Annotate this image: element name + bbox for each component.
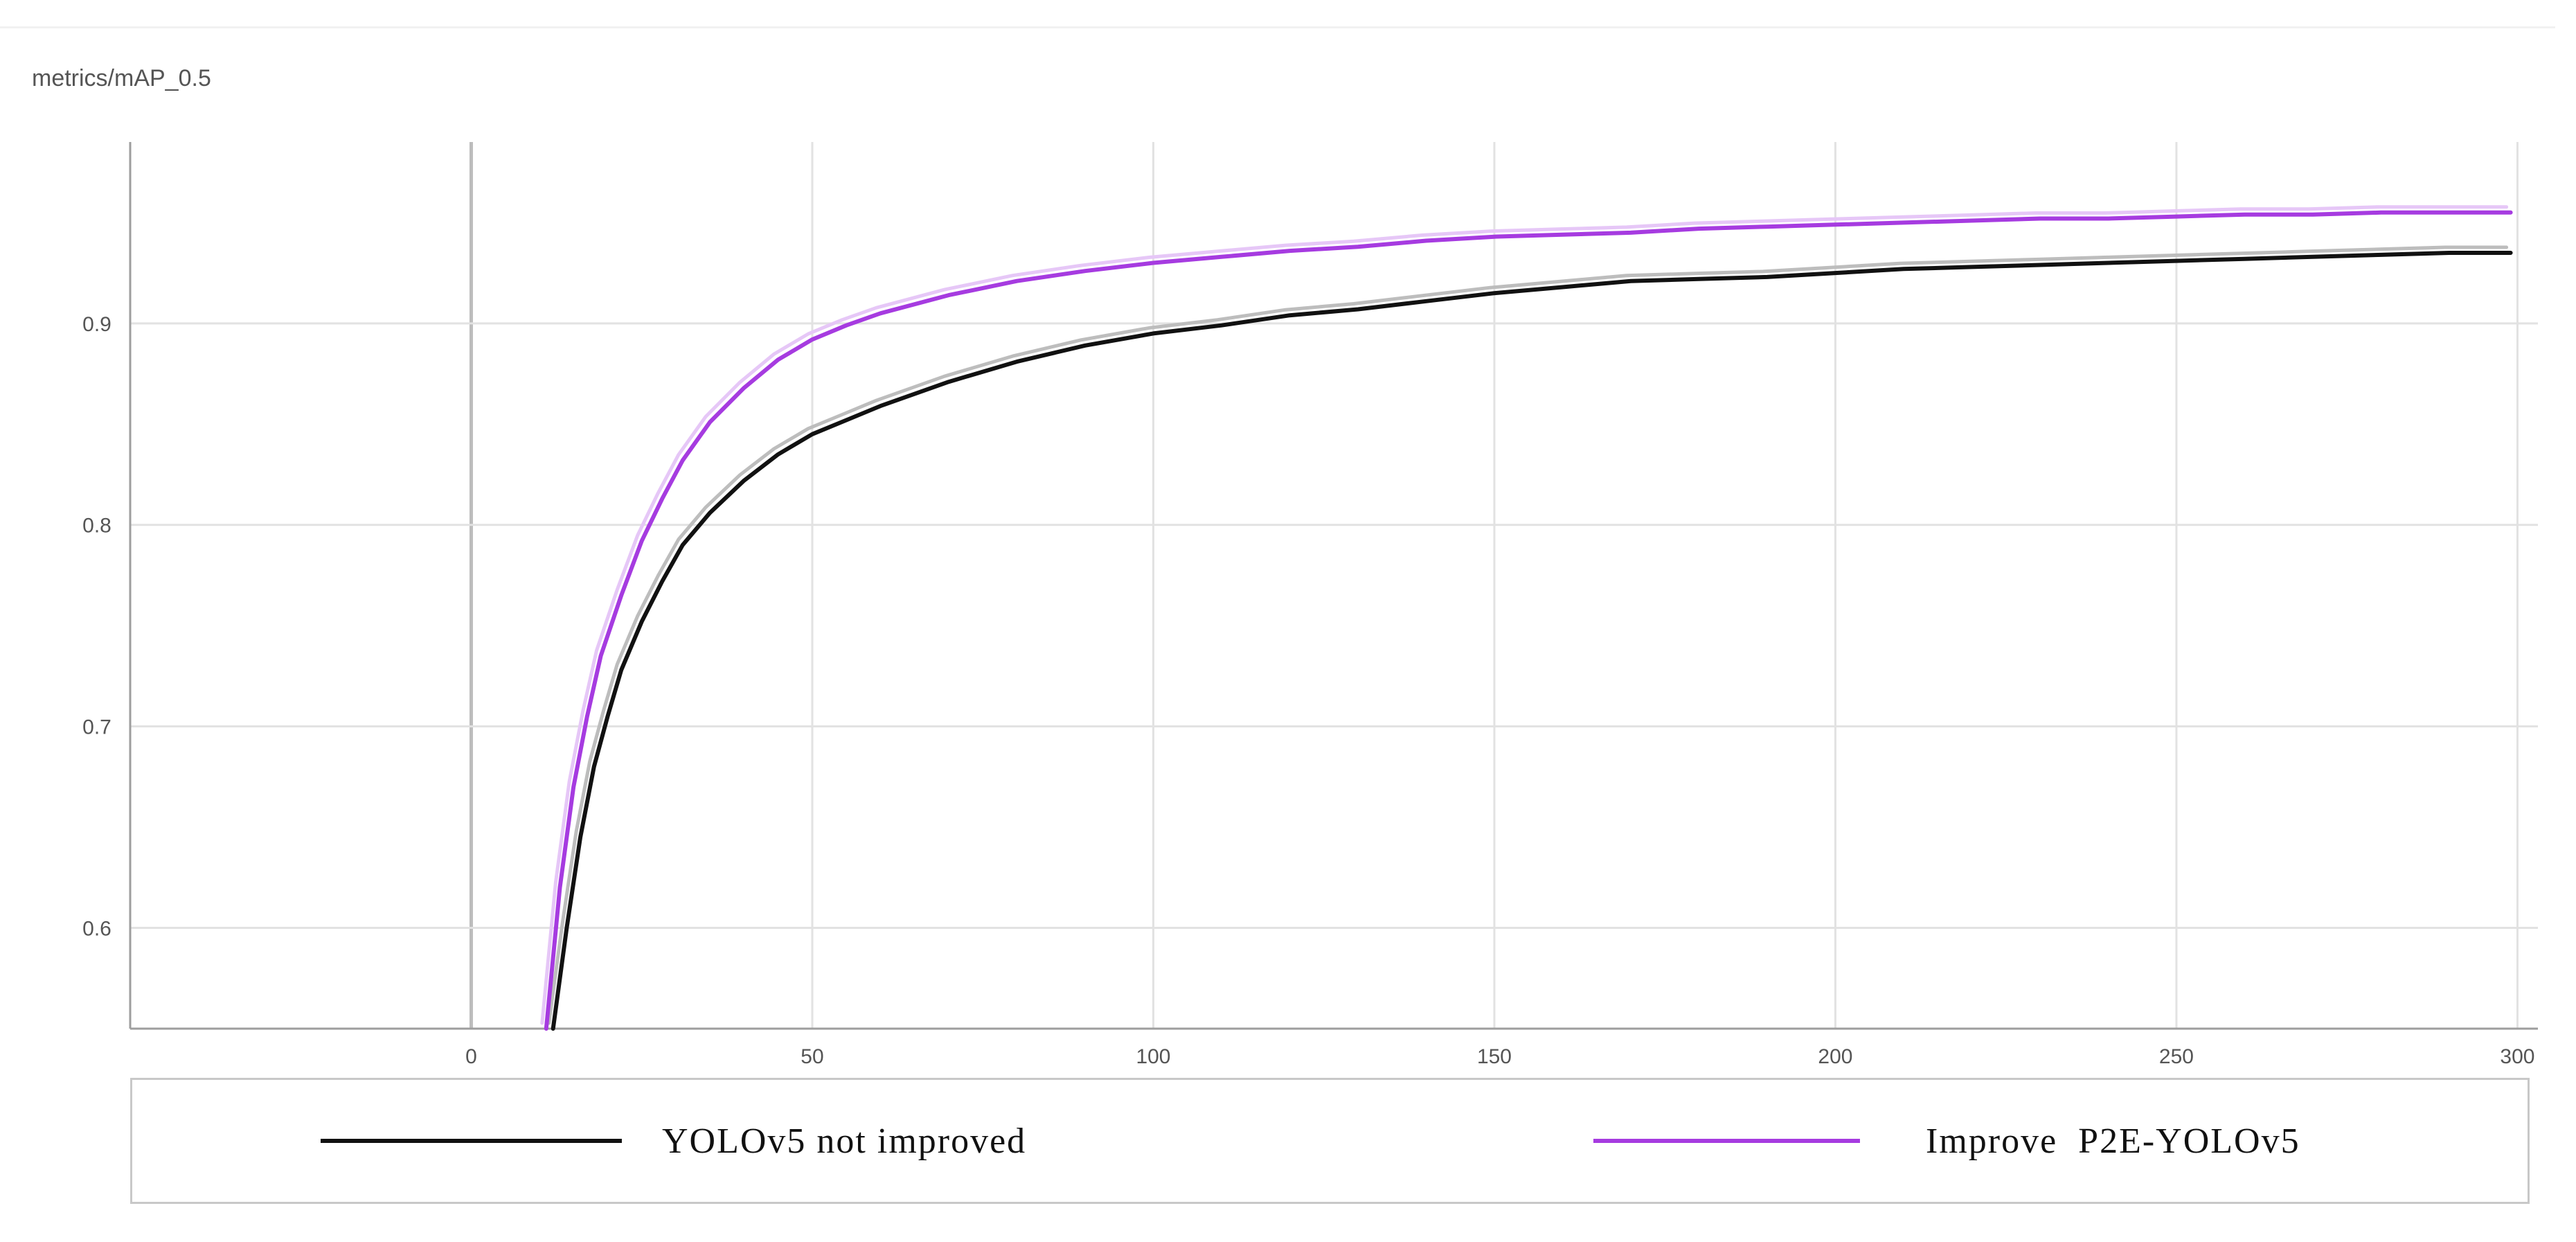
x-tick-label-250: 250	[2159, 1045, 2194, 1068]
x-tick-label-200: 200	[1818, 1045, 1852, 1068]
legend-swatch-baseline	[321, 1139, 622, 1143]
series-1-line	[544, 210, 2513, 1031]
x-axis-ticks: 0 50 100 150 200 250 300	[465, 1045, 2534, 1068]
axes	[129, 142, 2538, 1030]
grid-lines	[130, 142, 2538, 1029]
series-0-line	[551, 251, 2513, 1031]
legend-item-improved: Improve P2E-YOLOv5	[1593, 1080, 2300, 1202]
x-tick-label-0: 0	[465, 1045, 477, 1068]
y-tick-label-0.7: 0.7	[82, 716, 111, 739]
legend-item-baseline: YOLOv5 not improved	[321, 1080, 1026, 1202]
x-tick-label-150: 150	[1477, 1045, 1512, 1068]
y-tick-label-0.9: 0.9	[82, 313, 111, 336]
line-chart: 0 50 100 150 200 250 300 0.6 0.7 0.8 0.9	[82, 142, 2538, 1068]
legend-swatch-improved	[1593, 1139, 1860, 1143]
y-tick-label-0.8: 0.8	[82, 515, 111, 538]
legend-label-baseline: YOLOv5 not improved	[662, 1121, 1027, 1161]
x-tick-label-100: 100	[1136, 1045, 1170, 1068]
chart-title: metrics/mAP_0.5	[32, 65, 211, 91]
y-axis-ticks: 0.6 0.7 0.8 0.9	[82, 313, 111, 941]
x-tick-label-50: 50	[800, 1045, 823, 1068]
y-tick-label-0.6: 0.6	[82, 918, 111, 941]
series-lines	[540, 205, 2513, 1031]
legend-label-improved: Improve P2E-YOLOv5	[1926, 1121, 2300, 1161]
x-tick-label-300: 300	[2500, 1045, 2534, 1068]
top-divider	[0, 26, 2555, 28]
legend: YOLOv5 not improved Improve P2E-YOLOv5	[130, 1078, 2530, 1204]
series-1-raw-line	[540, 205, 2509, 1025]
series-0-raw-line	[547, 245, 2509, 1025]
